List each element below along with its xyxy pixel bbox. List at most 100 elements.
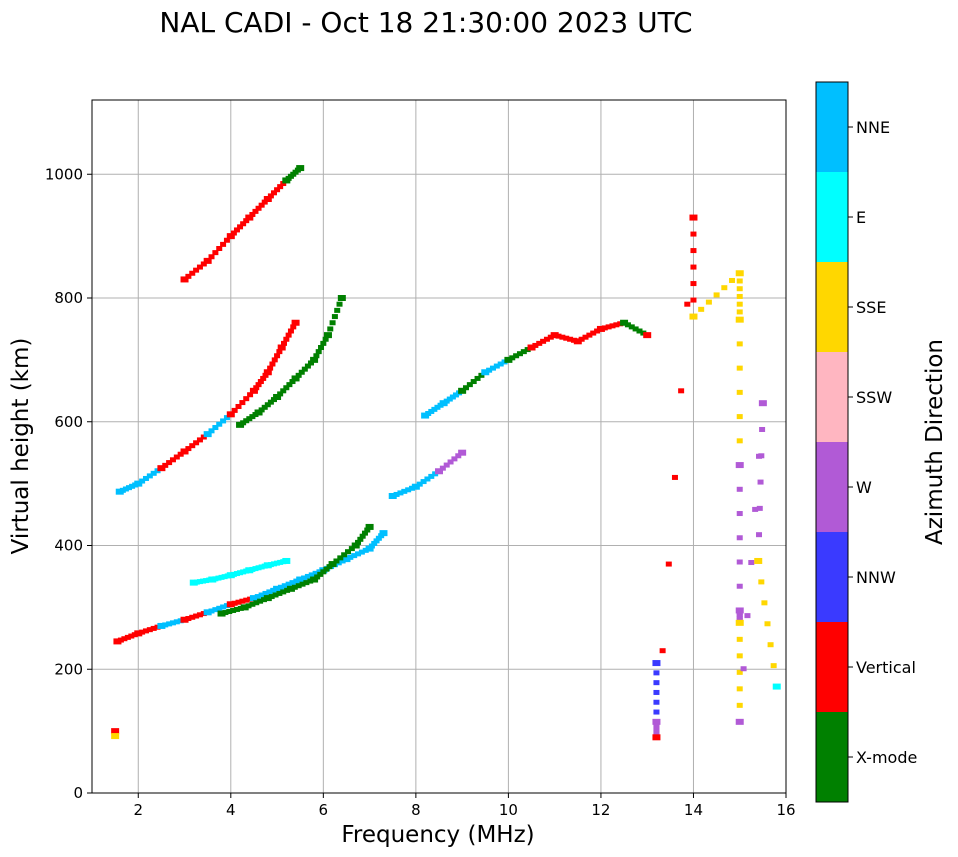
echo-point [286,382,293,388]
echo-point [203,257,212,264]
echo-point [298,369,305,375]
echo-point [267,365,274,371]
echo-point [196,264,203,270]
echo-point [291,319,300,326]
echo-point [276,590,283,596]
echo-point [212,425,219,431]
echo-point [231,600,238,606]
echo-point [317,571,324,577]
echo-point [337,295,346,301]
echo-point [146,627,153,633]
echo-point [379,530,388,537]
echo-point [411,483,420,490]
echo-point [257,379,264,385]
echo-point [653,727,660,733]
echo-point [320,340,327,346]
echo-point [235,403,242,409]
echo-point [173,619,180,625]
echo-point [193,579,200,585]
echo-point [443,398,450,404]
echo-point [258,564,265,570]
colorbar-swatch [816,352,848,442]
echo-point [361,530,368,536]
echo-point [268,594,275,600]
echo-point [736,535,743,541]
echo-point [162,462,169,468]
echo-point [269,361,276,367]
echo-point [698,306,705,312]
echo-point [578,336,585,342]
echo-point [185,616,192,622]
echo-point [736,341,743,347]
echo-point [203,609,212,616]
echo-point [596,325,605,332]
echo-point [605,324,612,330]
echo-point [620,319,629,326]
echo-point [322,336,329,342]
echo-point [180,448,189,455]
echo-point [567,336,574,342]
echo-point [323,566,330,572]
x-tick-label: 6 [319,801,329,819]
echo-point [296,576,305,583]
echo-point [215,575,222,581]
echo-point [375,535,382,541]
echo-point [128,633,135,639]
echo-point [280,388,287,394]
colorbar-swatch [816,532,848,622]
echo-point [240,420,247,426]
echo-point [314,574,321,580]
echo-point [388,493,397,499]
echo-point [486,367,493,373]
colorbar-swatch [816,262,848,352]
echo-point [449,394,456,400]
echo-point [439,465,446,471]
echo-point [240,221,247,227]
echo-point [142,628,149,634]
echo-point [239,400,246,406]
echo-point [208,428,215,434]
echo-point [283,336,290,342]
echo-point [277,344,286,351]
echo-point [226,233,235,240]
echo-point [115,488,124,495]
echo-point [729,277,736,283]
x-axis-label: Frequency (MHz) [341,822,534,848]
x-tick-label: 14 [684,801,703,819]
echo-point [230,230,237,236]
echo-point [424,476,431,482]
echo-point [337,555,344,561]
echo-point [146,473,153,479]
y-tick-label: 600 [54,413,83,431]
x-tick-label: 10 [499,801,518,819]
colorbar-frame [815,81,849,803]
echo-point [421,412,430,419]
echo-point [342,556,351,563]
echo-point [246,416,253,422]
echo-point [736,309,743,315]
echo-point [196,612,203,618]
echo-point [736,702,743,708]
echo-point [261,404,268,410]
echo-point [315,349,322,355]
echo-point [226,601,235,608]
echo-point [601,325,608,331]
echo-point [736,278,743,284]
echo-point [684,301,691,307]
echo-point [758,453,765,459]
grid-lines [92,100,787,794]
y-tick-label: 200 [54,660,83,678]
echo-point [318,345,325,350]
echo-point [200,261,207,267]
echo-point [590,330,597,336]
echo-point [193,440,200,446]
echo-point [216,605,223,611]
echo-point [653,721,660,727]
y-tick-label: 400 [54,537,83,555]
echo-point [274,353,281,359]
x-tick-label: 8 [411,801,421,819]
echo-point [169,620,176,626]
echo-point [624,322,631,328]
echo-point [274,187,281,193]
echo-point [142,475,149,481]
